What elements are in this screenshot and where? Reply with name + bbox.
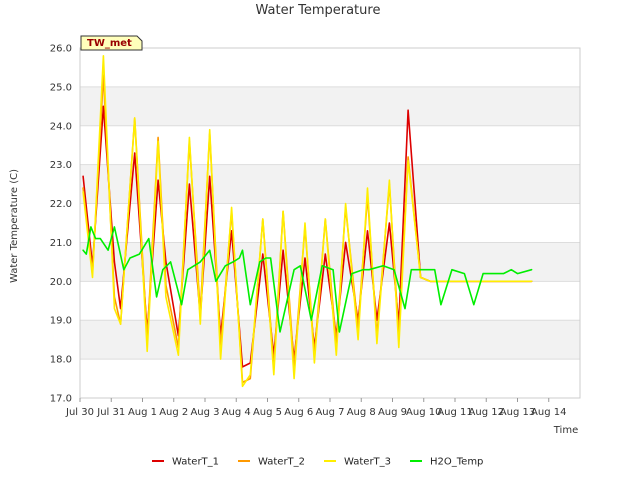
x-tick-label: Aug 7 [315,407,344,418]
band-0 [80,359,580,398]
y-tick-label: 20.0 [50,277,72,288]
x-tick-label: Jul 31 [96,407,125,418]
y-tick-label: 19.0 [50,316,72,327]
x-axis-ticks: Jul 30 Jul 31 Aug 1 Aug 2 Aug 3 Aug 4 Aug 5 Aug… [65,398,566,418]
y-tick-label: 18.0 [50,355,72,366]
series-line-watert-3 [82,54,533,388]
y-tick-label: 23.0 [50,160,72,171]
series-line-h2o-temp [82,226,533,333]
x-tick-label: Aug 4 [222,407,251,418]
legend-label: WaterT_2 [258,457,305,468]
site-badge-box [80,35,143,51]
x-tick-label: Aug 8 [347,407,376,418]
x-tick-label: Aug 13 [500,407,535,418]
x-tick-label: Aug 6 [284,407,313,418]
y-tick-label: 22.0 [50,199,72,210]
x-tick-label: Aug 9 [378,407,407,418]
x-axis-label: Time [553,425,578,436]
y-axis-label: Water Temperature (C) [9,169,20,283]
legend-label: H2O_Temp [430,457,483,468]
legend: WaterT_1 WaterT_2 WaterT_3 H2O_Temp [152,457,483,468]
x-tick-label: Aug 3 [190,407,219,418]
y-tick-label: 17.0 [50,394,72,405]
y-tick-label: 26.0 [50,44,72,55]
x-tick-label: Aug 1 [128,407,157,418]
y-tick-label: 21.0 [50,238,72,249]
legend-label: WaterT_1 [172,457,219,468]
y-tick-label: 24.0 [50,121,72,132]
site-badge: TW_met [80,35,143,51]
band-7 [80,86,580,126]
x-tick-label: Aug 12 [469,407,504,418]
chart-title: Water Temperature [256,3,381,18]
x-tick-label: Jul 30 [65,407,94,418]
x-tick-label: Aug 14 [531,407,566,418]
site-badge-label: TW_met [87,38,132,49]
band-5 [80,164,580,204]
band-6 [80,125,580,165]
legend-label: WaterT_3 [344,457,391,468]
x-tick-label: Aug 10 [406,407,441,418]
y-tick-label: 25.0 [50,82,72,93]
x-tick-label: Aug 2 [159,407,188,418]
band-8 [80,48,580,87]
x-tick-label: Aug 11 [437,407,472,418]
x-tick-label: Aug 5 [253,407,282,418]
band-1 [80,320,580,360]
y-axis-ticks: 17.0 18.0 19.0 20.0 21.0 22.0 23.0 24.0 25.0 26.0 [50,44,72,405]
series-lines [82,54,533,388]
